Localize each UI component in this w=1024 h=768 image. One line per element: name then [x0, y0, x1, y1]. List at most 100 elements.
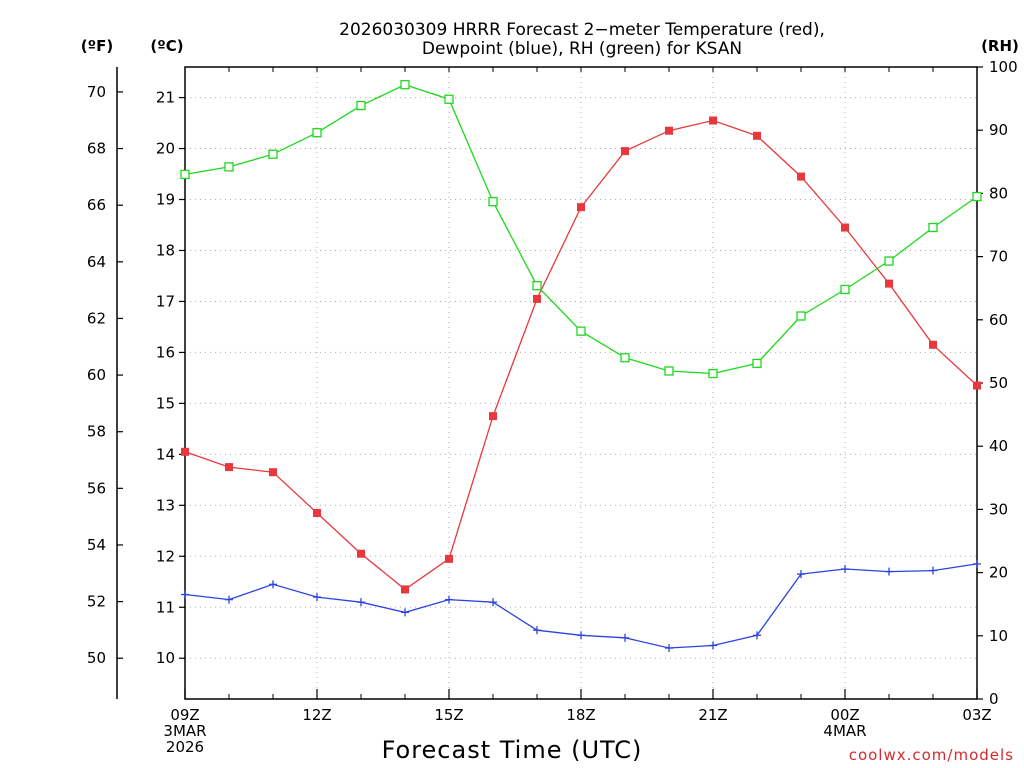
time-tick-label: 12Z	[302, 706, 331, 724]
celsius-tick-label: 11	[156, 598, 175, 616]
rh-point	[444, 94, 454, 104]
dewpoint-point	[665, 644, 673, 653]
dewpoint-point	[225, 595, 233, 604]
rh-tick-label: 70	[989, 248, 1008, 266]
dewpoint-point	[929, 566, 937, 575]
rh-tick-label: 10	[989, 627, 1008, 645]
celsius-tick-label: 16	[156, 343, 175, 361]
celsius-tick-label: 13	[156, 496, 175, 514]
temperature-point	[973, 381, 981, 390]
celsius-tick-label: 17	[156, 292, 175, 310]
rh-point	[356, 100, 366, 111]
temperature-point	[577, 203, 585, 212]
series-layer	[180, 80, 982, 653]
temperature-point	[841, 223, 849, 232]
series-2	[180, 80, 982, 379]
dewpoint-point	[885, 567, 893, 576]
rh-point	[840, 284, 850, 295]
rh-point	[400, 80, 410, 90]
rh-point	[488, 196, 498, 207]
time-tick-label: 4MAR	[823, 722, 866, 740]
series-0	[181, 116, 981, 594]
rh-point	[224, 162, 234, 172]
rh-point	[972, 191, 982, 202]
fahrenheit-tick-label: 58	[87, 423, 106, 441]
rh-point	[708, 368, 718, 379]
celsius-tick-label: 18	[156, 241, 175, 259]
temperature-point	[225, 463, 233, 472]
celsius-tick-label: 14	[156, 445, 175, 463]
fahrenheit-tick-label: 68	[87, 140, 106, 158]
grid-lines	[185, 67, 977, 699]
rh-point	[884, 256, 894, 266]
temperature-point	[709, 116, 717, 125]
time-tick-label: 00Z	[830, 706, 859, 724]
celsius-tick-label: 19	[156, 191, 175, 209]
rh-tick-label: 90	[989, 121, 1008, 139]
temperature-point	[445, 554, 453, 563]
rh-point	[576, 326, 586, 336]
celsius-tick-label: 21	[156, 89, 175, 107]
temperature-point	[533, 294, 541, 303]
rh-tick-label: 60	[989, 311, 1008, 329]
rh-tick-label: 40	[989, 437, 1008, 455]
rh-axis: 0 10 20 30 40 50 60 70 80 90 100	[977, 58, 1018, 708]
time-tick-label: 2026	[166, 738, 204, 756]
dewpoint-point	[797, 570, 805, 579]
fahrenheit-tick-label: 52	[87, 593, 106, 611]
dewpoint-point	[841, 565, 849, 574]
time-tick-label: 3MAR	[163, 722, 206, 740]
rh-tick-label: 80	[989, 184, 1008, 202]
fahrenheit-unit-label: (ºF)	[81, 37, 113, 55]
rh-point	[664, 366, 674, 376]
temperature-point	[621, 147, 629, 156]
rh-point	[532, 281, 542, 291]
dewpoint-point	[621, 633, 629, 642]
rh-tick-label: 50	[989, 374, 1008, 392]
dewpoint-point	[489, 598, 497, 607]
temperature-point	[489, 412, 497, 421]
celsius-tick-label: 20	[156, 140, 175, 158]
time-tick-label: 15Z	[434, 706, 463, 724]
temperature-point	[313, 508, 321, 517]
dewpoint-point	[313, 593, 321, 602]
rh-point	[268, 149, 278, 159]
dewpoint-point	[445, 595, 453, 604]
fahrenheit-tick-label: 60	[87, 366, 106, 384]
dewpoint-point	[709, 641, 717, 650]
rh-point	[180, 169, 190, 180]
time-tick-label: 21Z	[698, 706, 727, 724]
temperature-point	[269, 468, 277, 477]
dewpoint-point	[753, 631, 761, 640]
temperature-point	[357, 549, 365, 558]
dewpoint-point	[577, 631, 585, 640]
time-tick-label: 18Z	[566, 706, 595, 724]
temperature-point	[665, 126, 673, 135]
chart-title-line2: Dewpoint (blue), RH (green) for KSAN	[422, 39, 742, 59]
rh-point	[928, 222, 938, 233]
celsius-tick-label: 15	[156, 394, 175, 412]
rh-point	[620, 353, 630, 363]
temperature-point	[885, 279, 893, 288]
x-axis-label: Forecast Time (UTC)	[382, 736, 643, 764]
series-line	[184, 119, 978, 591]
rh-tick-label: 30	[989, 500, 1008, 518]
dewpoint-point	[533, 626, 541, 635]
temperature-point	[181, 447, 189, 456]
dewpoint-point	[181, 590, 189, 599]
dewpoint-point	[401, 608, 409, 617]
celsius-tick-label: 10	[156, 649, 175, 667]
fahrenheit-tick-label: 50	[87, 649, 106, 667]
series-1	[181, 559, 981, 653]
dewpoint-point	[269, 580, 277, 589]
dewpoint-point	[357, 598, 365, 607]
time-tick-label: 09Z	[170, 706, 199, 724]
fahrenheit-tick-label: 70	[87, 83, 106, 101]
dewpoint-point	[973, 559, 981, 568]
time-tick-label: 03Z	[962, 706, 991, 724]
rh-tick-label: 0	[989, 690, 999, 708]
fahrenheit-tick-label: 56	[87, 479, 106, 497]
rh-tick-label: 20	[989, 564, 1008, 582]
